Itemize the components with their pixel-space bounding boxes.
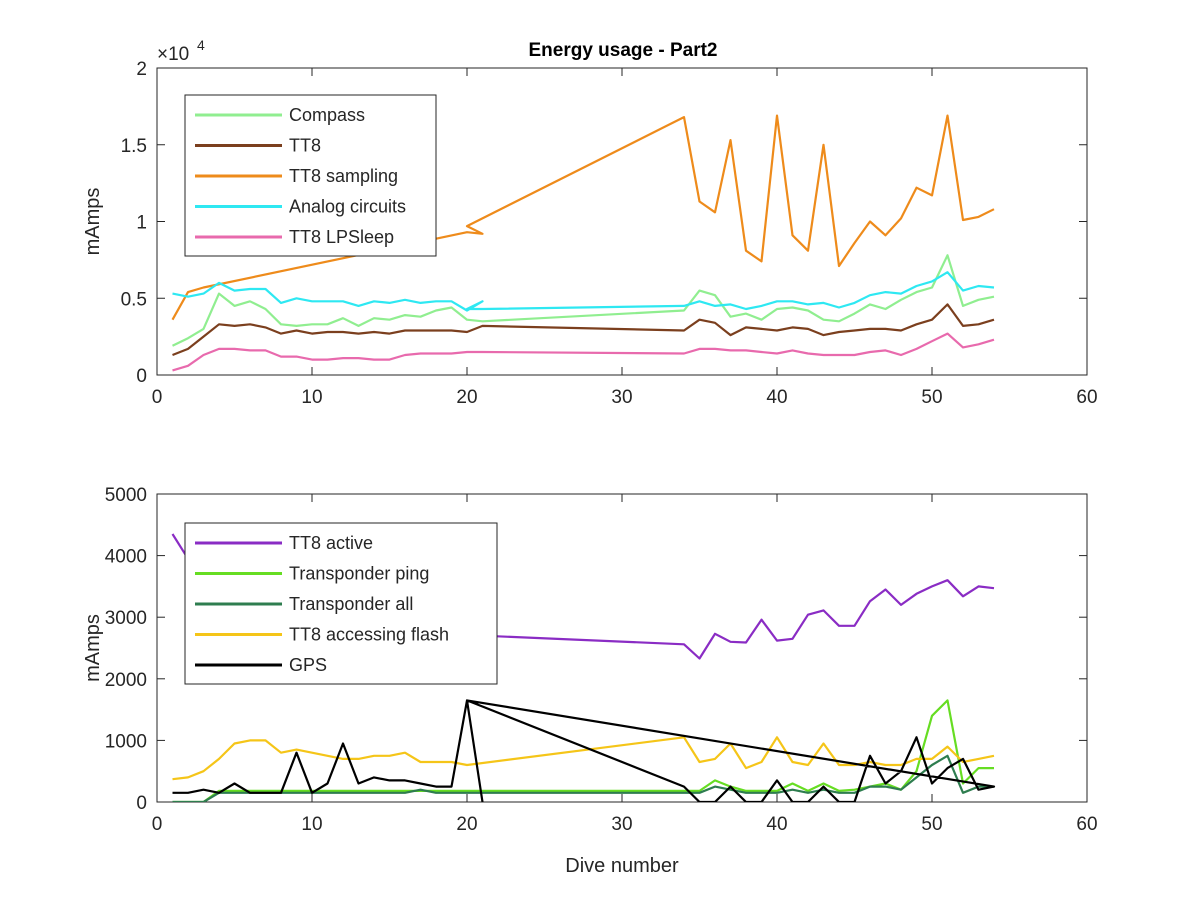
y-tick-label: 3000 bbox=[105, 608, 147, 629]
series-line-tt8-sampling bbox=[171, 114, 995, 321]
y-tick-label: 1000 bbox=[105, 731, 147, 752]
figure-title: Energy usage - Part2 bbox=[528, 40, 717, 61]
x-tick-label: 60 bbox=[1076, 387, 1097, 408]
y-axis-label: mAmps bbox=[82, 188, 104, 256]
x-tick-label: 30 bbox=[611, 387, 632, 408]
x-tick-label: 20 bbox=[456, 814, 477, 835]
series-line-analog-circuits bbox=[172, 271, 995, 312]
legend-label: TT8 sampling bbox=[289, 166, 398, 186]
legend-label: TT8 bbox=[289, 136, 321, 156]
x-tick-label: 50 bbox=[921, 387, 942, 408]
series-line-gps bbox=[172, 699, 996, 802]
y-exponent-power: 4 bbox=[197, 37, 205, 53]
legend-label: Transponder all bbox=[289, 594, 413, 614]
x-tick-label: 10 bbox=[301, 387, 322, 408]
legend-label: Transponder ping bbox=[289, 564, 429, 584]
x-tick-label: 20 bbox=[456, 387, 477, 408]
x-tick-label: 0 bbox=[152, 814, 163, 835]
y-tick-label: 1.5 bbox=[121, 136, 147, 157]
legend-label: TT8 accessing flash bbox=[289, 625, 449, 645]
legend-label: TT8 LPSleep bbox=[289, 227, 394, 247]
top-plot: 0 10 20 30 40 50 60 0 0.5 1 1.5 2 mAmps ×10 4 Compass TT… bbox=[82, 37, 1098, 408]
bottom-plot: 0 10 20 30 40 50 60 0 1000 2000 3000 4000 5000 mAmps D… bbox=[82, 485, 1098, 877]
y-tick-label: 4000 bbox=[105, 547, 147, 568]
x-tick-label: 0 bbox=[152, 387, 163, 408]
legend-label: Analog circuits bbox=[289, 197, 406, 217]
y-tick-label: 0 bbox=[136, 793, 147, 814]
y-tick-label: 1 bbox=[136, 213, 147, 234]
x-tick-label: 50 bbox=[921, 814, 942, 835]
legend: TT8 active Transponder ping Transponder al… bbox=[184, 522, 498, 685]
legend-label: TT8 active bbox=[289, 533, 373, 553]
series-line-tt8 bbox=[172, 303, 995, 357]
y-tick-label: 0.5 bbox=[121, 289, 147, 310]
x-tick-label: 30 bbox=[611, 814, 632, 835]
x-axis-label: Dive number bbox=[565, 855, 679, 877]
legend: Compass TT8 TT8 sampling Analog circuits TT8… bbox=[184, 94, 437, 257]
series-line-tt8-accessing-flash bbox=[172, 736, 995, 781]
y-exponent-label: ×10 bbox=[157, 44, 189, 65]
legend-label: GPS bbox=[289, 655, 327, 675]
y-tick-label: 0 bbox=[136, 366, 147, 387]
series-line-compass bbox=[172, 254, 995, 347]
y-tick-label: 5000 bbox=[105, 485, 147, 506]
legend-label: Compass bbox=[289, 105, 365, 125]
series-group bbox=[171, 114, 995, 372]
y-tick-label: 2 bbox=[136, 59, 147, 80]
x-tick-label: 40 bbox=[766, 814, 787, 835]
x-tick-label: 60 bbox=[1076, 814, 1097, 835]
x-tick-label: 40 bbox=[766, 387, 787, 408]
x-tick-label: 10 bbox=[301, 814, 322, 835]
series-line-tt8-lpsleep bbox=[172, 332, 995, 372]
y-tick-label: 2000 bbox=[105, 670, 147, 691]
y-axis-label: mAmps bbox=[82, 614, 104, 682]
